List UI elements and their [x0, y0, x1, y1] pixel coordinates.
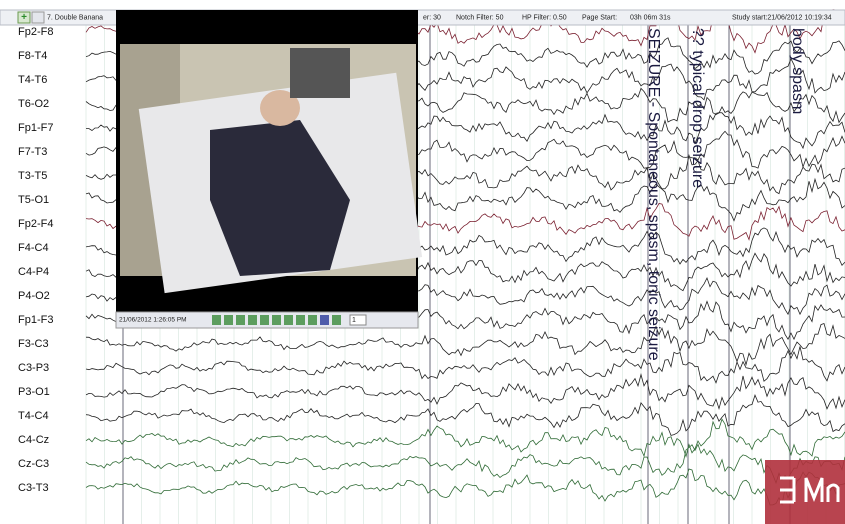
channel-label: C3-T3: [18, 482, 49, 494]
patient: [210, 120, 350, 276]
channel-label: T6-O2: [18, 98, 49, 110]
channel-label: C4-Cz: [18, 434, 49, 446]
channel-label: F4-C4: [18, 242, 49, 254]
eeg-trace: [85, 373, 845, 411]
logo-mark: [780, 476, 840, 504]
annotation: body spasm: [789, 28, 806, 114]
add-button[interactable]: [17, 11, 31, 24]
low-filter: er: 30: [423, 14, 441, 21]
channel-label: Cz-C3: [18, 458, 49, 470]
video-window: 21/06/2012 1:26:05 PM 1: [115, 10, 423, 329]
video-timestamp: 21/06/2012 1:26:05 PM: [119, 317, 187, 324]
playback-buttons: [212, 315, 341, 325]
channel-label: T5-O1: [18, 194, 49, 206]
channel-label: F3-C3: [18, 338, 49, 350]
frame-number: 1: [352, 317, 356, 324]
page-start-label: Page Start:: [582, 14, 617, 21]
annotation: SEIZURE - Spontaneous, spasm, tonic seiz…: [645, 28, 662, 361]
montage-dropdown[interactable]: [31, 11, 45, 24]
playback-button[interactable]: [320, 315, 329, 325]
montage-name: 7. Double Banana: [47, 14, 103, 21]
channel-label: Fp2-F4: [18, 218, 53, 230]
channel-label: Fp1-F7: [18, 122, 53, 134]
eeg-trace: [85, 418, 845, 458]
playback-button[interactable]: [332, 315, 341, 325]
channel-label: T4-T6: [18, 74, 47, 86]
patient-head: [260, 90, 300, 126]
channel-label: P3-O1: [18, 386, 50, 398]
plus-icon: +: [21, 12, 27, 23]
channel-label: C4-P4: [18, 266, 49, 278]
channel-label: T3-T5: [18, 170, 47, 182]
annotation: ?? typical drop seizure: [689, 28, 706, 188]
playback-button[interactable]: [248, 315, 257, 325]
eeg-trace: [85, 322, 845, 367]
eeg-trace: [85, 346, 845, 384]
channel-label: T4-C4: [18, 410, 49, 422]
playback-button[interactable]: [296, 315, 305, 325]
eeg-trace: [85, 468, 845, 506]
playback-button[interactable]: [224, 315, 233, 325]
hp-filter: HP Filter: 0.50: [522, 14, 567, 21]
frame-input[interactable]: [349, 314, 367, 326]
notch-filter: Notch Filter: 50: [456, 14, 504, 21]
playback-button[interactable]: [308, 315, 317, 325]
equipment: [290, 48, 350, 98]
playback-button[interactable]: [272, 315, 281, 325]
channel-label: Fp2-F8: [18, 26, 53, 38]
channel-label: F7-T3: [18, 146, 47, 158]
channel-label: C3-P3: [18, 362, 49, 374]
eeg-trace: [85, 443, 845, 485]
playback-button[interactable]: [260, 315, 269, 325]
channel-label: F8-T4: [18, 50, 47, 62]
channel-label: P4-O2: [18, 290, 50, 302]
page-start: 03h 06m 31s: [630, 14, 671, 21]
channel-label: Fp1-F3: [18, 314, 53, 326]
eeg-trace: [85, 394, 845, 436]
study-start: Study start:21/06/2012 10:19:34: [732, 14, 832, 21]
playback-button[interactable]: [236, 315, 245, 325]
playback-button[interactable]: [212, 315, 221, 325]
playback-button[interactable]: [284, 315, 293, 325]
